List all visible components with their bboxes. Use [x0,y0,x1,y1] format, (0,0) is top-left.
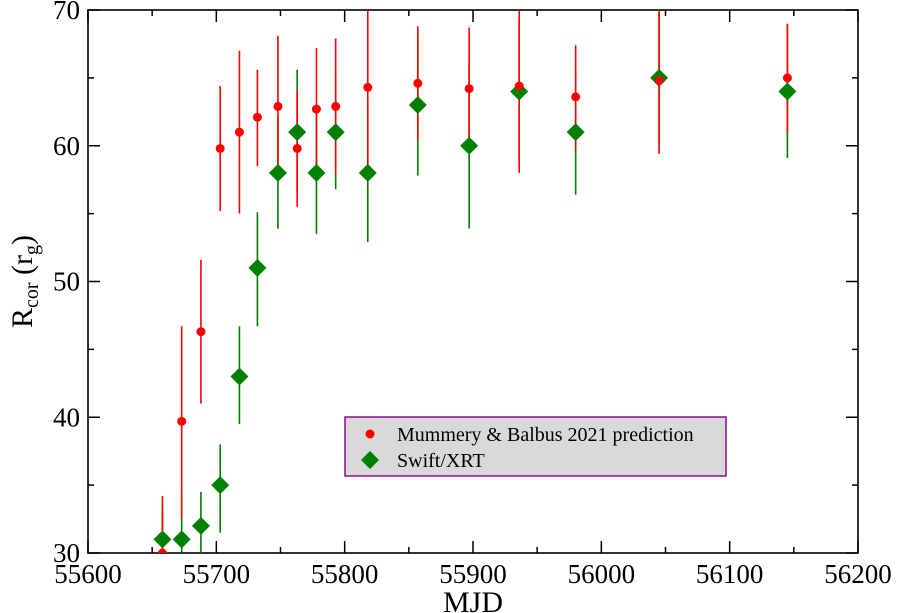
prediction-point [464,84,474,94]
swift-xrt-point [326,123,345,142]
prediction-point [215,143,225,153]
legend-box [344,416,727,477]
swift-xrt-point [460,136,479,155]
y-axis-title-paren-subscript: g [21,245,43,255]
swift-xrt-point [230,367,249,386]
swift-xrt-point [566,123,585,142]
x-tick-label: 55900 [439,559,507,589]
axis-ticks [87,9,859,554]
y-tick-label: 30 [53,538,80,568]
y-tick-label: 60 [53,131,80,161]
x-tick-label: 55700 [183,559,251,589]
swift-xrt-point [153,530,172,549]
prediction-point [311,104,321,114]
x-tick-label: 55800 [311,559,379,589]
data-markers [153,68,797,553]
prediction-point [514,81,524,91]
swift-xrt-point [307,163,326,182]
legend-label-prediction: Mummery & Balbus 2021 prediction [397,424,694,446]
x-tick-label: 56000 [568,559,636,589]
swift-xrt-point [211,476,230,495]
swift-xrt-point [288,123,307,142]
axis-tick-labels: 55600 55700 55800 55900 56000 56100 56200 30 40 5… [53,0,892,589]
y-axis-title-paren-open: ( [6,265,39,283]
prediction-point [252,112,262,122]
x-axis-title: MJD [443,586,503,613]
y-tick-label: 50 [53,267,80,297]
x-tick-label: 55600 [54,559,122,589]
x-tick-label: 56200 [824,559,892,589]
swift-xrt-point [358,163,377,182]
legend-marker-prediction [365,429,375,439]
prediction-point [363,82,373,92]
y-axis-title-paren-close: ) [6,235,39,245]
y-tick-label: 70 [53,0,80,25]
prediction-point [654,76,664,86]
y-tick-label: 40 [53,402,80,432]
swift-xrt-point [268,163,287,182]
prediction-point [196,327,206,337]
prediction-point [177,416,187,426]
prediction-point [292,143,302,153]
swift-xrt-point [408,96,427,115]
y-axis-title-main: R [6,308,39,328]
y-axis-title-paren-main: r [6,255,39,265]
swift-xrt-point [778,82,797,101]
prediction-point [273,101,283,111]
legend-label-swift-xrt: Swift/XRT [397,450,485,472]
prediction-point [571,92,581,102]
prediction-point [331,101,341,111]
x-tick-label: 56100 [696,559,764,589]
swift-xrt-point [172,530,191,549]
swift-xrt-point [510,82,529,101]
prediction-point [413,78,423,88]
y-axis-title-subscript: cor [21,282,43,308]
prediction-point [234,127,244,137]
legend-marker-swift-xrt [361,451,379,469]
y-axis-title: Rcor (rg) [6,235,43,328]
swift-xrt-point [191,516,210,535]
legend: Mummery & Balbus 2021 prediction Swift/X… [344,416,727,477]
swift-xrt-point [248,258,267,277]
prediction-point [782,73,792,83]
prediction-point [157,548,167,553]
